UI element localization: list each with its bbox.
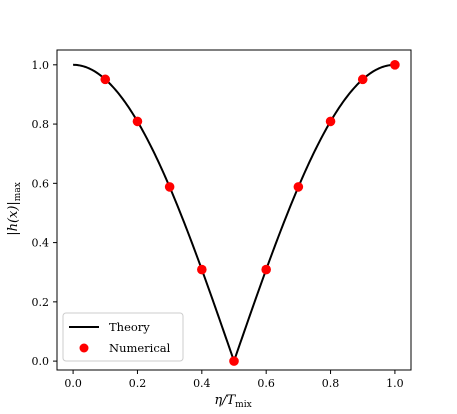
numerical-point (100, 74, 111, 85)
y-tick-label: 0.2 (32, 296, 50, 309)
y-tick-label: 0.0 (32, 355, 50, 368)
legend-numerical-label: Numerical (109, 341, 171, 355)
numerical-point (197, 264, 207, 275)
x-tick-label: 0.0 (64, 377, 82, 390)
numerical-point (164, 182, 175, 192)
y-tick-label: 0.8 (32, 118, 50, 131)
x-tick-label: 0.2 (129, 377, 147, 390)
axes: 0.0 0.2 0.4 0.6 0.8 1.0 0.0 0.2 0.4 0.6 0.8 1.0 (32, 49, 412, 390)
legend-numerical-swatch (79, 343, 89, 353)
x-tick-label: 1.0 (386, 377, 404, 390)
x-tick-label: 0.8 (322, 377, 340, 390)
x-tick-label: 0.6 (257, 377, 275, 390)
legend: Theory Numerical (62, 312, 184, 362)
numerical-point (325, 116, 336, 127)
numerical-point (132, 116, 143, 127)
plot-frame (56, 49, 412, 371)
legend-box (62, 312, 184, 362)
x-tick-label: 0.4 (193, 377, 211, 390)
legend-theory-label: Theory (109, 320, 150, 334)
y-tick-label: 1.0 (32, 59, 50, 72)
y-tick-label: 0.4 (32, 237, 50, 250)
numerical-point (261, 264, 271, 275)
numerical-point (390, 60, 400, 70)
numerical-point (357, 74, 368, 85)
numerical-point (229, 356, 239, 366)
x-axis-label: η/Tmix (214, 393, 251, 410)
plot-area (73, 60, 400, 366)
y-axis-label: |h(x)|max (6, 182, 23, 236)
y-tick-label: 0.6 (32, 177, 50, 190)
numerical-point (293, 182, 304, 192)
